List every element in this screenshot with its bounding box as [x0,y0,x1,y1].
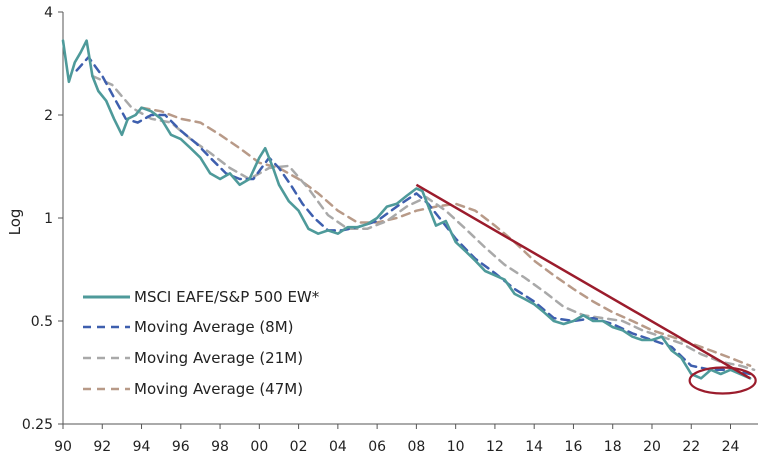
highlight-ellipse [688,366,757,395]
y-tick-label: 0.25 [22,417,53,433]
x-tick-label: 12 [486,439,504,455]
legend: MSCI EAFE/S&P 500 EW* Moving Average (8M… [83,288,320,398]
legend-label-ma8: Moving Average (8M) [134,318,294,336]
x-tick-labels: 90 92 94 96 98 00 02 04 06 08 10 12 14 16 18 20 22 24 [54,424,740,455]
legend-label-ma47: Moving Average (47M) [134,380,303,398]
x-tick-label: 14 [525,439,543,455]
x-tick-label: 02 [290,439,308,455]
series-line-ma21 [91,74,756,372]
x-tick-label: 08 [407,439,425,455]
x-tick-label: 24 [722,439,740,455]
x-tick-label: 96 [172,439,190,455]
y-tick-label: 2 [44,108,53,124]
overlays [415,183,757,395]
x-tick-label: 98 [211,439,229,455]
series-line-ma47 [140,106,752,367]
x-tick-label: 06 [368,439,386,455]
y-axis-label: Log [6,209,24,236]
y-tick-labels: 0.25 0.5 1 2 4 [22,5,63,433]
x-tick-label: 04 [329,439,347,455]
y-tick-label: 1 [44,211,53,227]
x-tick-label: 10 [447,439,465,455]
legend-label-main: MSCI EAFE/S&P 500 EW* [134,288,320,306]
x-tick-label: 18 [604,439,622,455]
y-tick-label: 4 [44,5,53,21]
x-tick-label: 00 [250,439,268,455]
x-tick-label: 90 [54,439,72,455]
x-tick-label: 94 [133,439,151,455]
y-tick-label: 0.5 [31,314,53,330]
x-tick-label: 22 [682,439,700,455]
trend-line [415,183,751,380]
series-lines [61,39,756,380]
x-tick-label: 20 [643,439,661,455]
x-tick-label: 92 [93,439,111,455]
series-line-main [61,39,752,380]
legend-label-ma21: Moving Average (21M) [134,349,303,367]
x-tick-label: 16 [565,439,583,455]
